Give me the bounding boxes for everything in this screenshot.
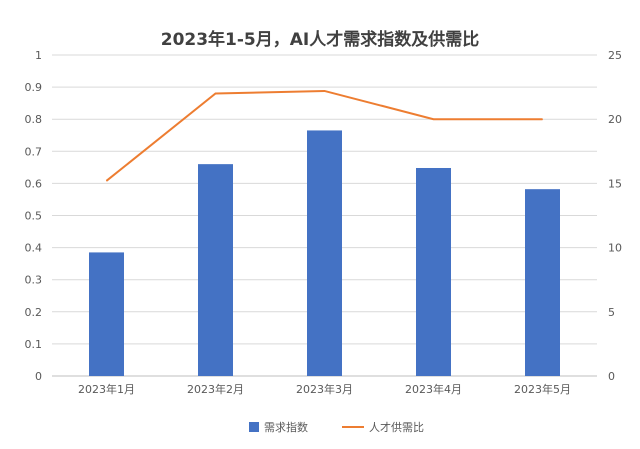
left-tick-label: 0 [35, 370, 42, 383]
bar [307, 130, 342, 376]
category-label: 2023年3月 [296, 382, 353, 396]
left-axis-ticks: 0 0.1 0.2 0.3 0.4 0.5 0.6 0.7 0.8 0.9 1 [25, 49, 43, 383]
left-tick-label: 0.8 [25, 113, 43, 126]
bar [416, 167, 451, 376]
left-tick-label: 0.4 [25, 242, 43, 255]
left-tick-label: 0.2 [25, 306, 43, 319]
bar [525, 189, 560, 376]
bar-series [89, 130, 560, 376]
right-tick-label: 15 [608, 177, 622, 190]
right-tick-label: 25 [608, 49, 622, 62]
line-point [324, 90, 325, 92]
x-axis-labels: 2023年1月 2023年2月 2023年3月 2023年4月 2023年5月 [78, 382, 571, 396]
left-tick-label: 0.9 [25, 81, 43, 94]
right-tick-label: 0 [608, 370, 615, 383]
line-point [542, 118, 543, 120]
line-point [106, 180, 107, 182]
legend-label-line: 人才供需比 [369, 420, 424, 434]
legend-swatch-bar [249, 422, 259, 432]
line-series [105, 89, 543, 182]
left-tick-label: 1 [35, 49, 42, 62]
legend-label-bar: 需求指数 [264, 420, 308, 434]
left-tick-label: 0.3 [25, 274, 43, 287]
legend: 需求指数 人才供需比 [249, 420, 424, 434]
left-tick-label: 0.6 [25, 177, 43, 190]
category-label: 2023年2月 [187, 382, 244, 396]
left-tick-label: 0.7 [25, 145, 43, 158]
left-tick-label: 0.5 [25, 210, 43, 223]
category-label: 2023年1月 [78, 382, 135, 396]
category-label: 2023年5月 [514, 382, 571, 396]
right-tick-label: 10 [608, 242, 622, 255]
left-tick-label: 0.1 [25, 338, 43, 351]
right-axis-ticks: 0 5 10 15 20 25 [608, 49, 622, 383]
chart-title: 2023年1-5月，AI人才需求指数及供需比 [161, 29, 480, 50]
right-tick-label: 5 [608, 306, 615, 319]
line-point [433, 118, 434, 120]
bar [89, 252, 124, 376]
category-label: 2023年4月 [405, 382, 462, 396]
right-tick-label: 20 [608, 113, 622, 126]
line-point [215, 93, 216, 95]
bar [198, 164, 233, 376]
